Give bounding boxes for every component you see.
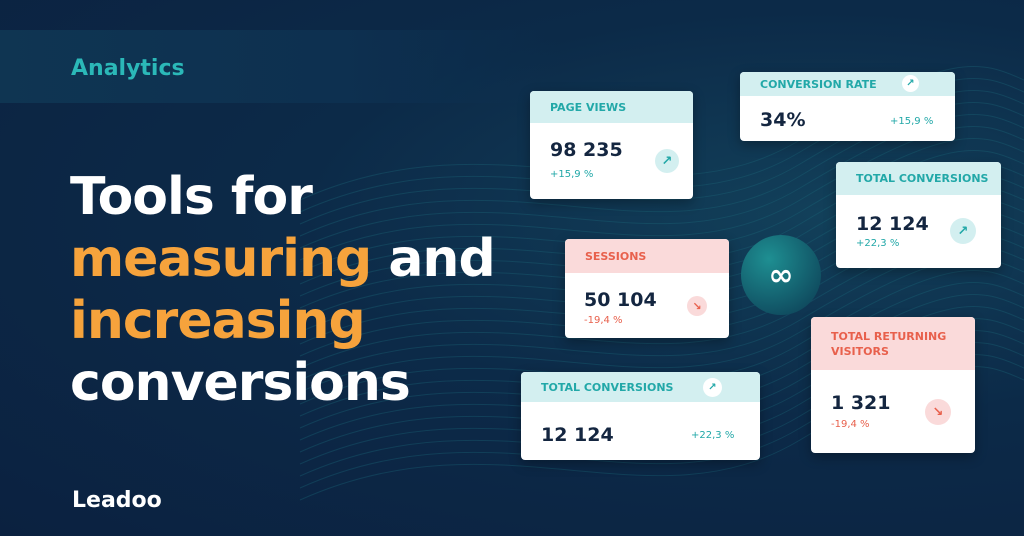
arrow-up-right-icon: ↗ <box>950 218 976 244</box>
wave-line <box>299 77 1024 213</box>
card-value: 98 235 <box>550 139 623 161</box>
card-title: TOTAL CONVERSIONS <box>836 162 1001 195</box>
arrow-up-right-icon: ↗ <box>655 149 679 173</box>
card-change: -19,4 % <box>584 315 623 326</box>
arrow-up-right-icon: ↗ <box>703 378 722 397</box>
card-value: 50 104 <box>584 289 657 311</box>
card-change: +15,9 % <box>550 169 594 180</box>
card-header: CONVERSION RATE ↗ <box>740 72 955 96</box>
card-change: +15,9 % <box>890 116 934 127</box>
leadoo-logo: Leadoo <box>72 488 162 513</box>
card-title: TOTAL RETURNING VISITORS <box>811 317 975 370</box>
headline-line-1: Tools for <box>70 167 313 227</box>
card-change: +22,3 % <box>691 430 735 441</box>
card-value: 1 321 <box>831 392 891 414</box>
wave-line <box>299 65 1024 201</box>
card-change: +22,3 % <box>856 238 900 249</box>
card-sessions: SESSIONS 50 104 -19,4 % ↘ <box>565 239 729 338</box>
card-total-conversions-bottom: TOTAL CONVERSIONS ↗ 12 124 +22,3 % <box>521 372 760 460</box>
card-title: TOTAL CONVERSIONS <box>541 380 674 394</box>
headline-and: and <box>371 229 495 289</box>
wave-line <box>299 125 1024 261</box>
wave-line <box>299 89 1024 225</box>
headline-accent-measuring: measuring <box>70 229 372 289</box>
wave-line <box>299 137 1024 273</box>
card-value: 34% <box>760 109 806 131</box>
category-tag: Analytics <box>71 56 185 81</box>
card-conversion-rate: CONVERSION RATE ↗ 34% +15,9 % <box>740 72 955 141</box>
card-page-views: PAGE VIEWS 98 235 +15,9 % ↗ <box>530 91 693 199</box>
headline-accent-increasing: increasing <box>70 291 366 351</box>
card-value: 12 124 <box>541 424 614 446</box>
tag-band <box>0 30 560 103</box>
arrow-down-right-icon: ↘ <box>687 296 707 316</box>
headline: Tools for measuring and increasing conve… <box>70 166 496 414</box>
arrow-down-right-icon: ↘ <box>925 399 951 425</box>
card-header: TOTAL CONVERSIONS ↗ <box>521 372 760 402</box>
card-value: 12 124 <box>856 213 929 235</box>
card-title: CONVERSION RATE <box>760 77 877 91</box>
arrow-up-right-icon: ↗ <box>902 75 919 92</box>
headline-line-4: conversions <box>70 353 411 413</box>
wave-line <box>299 269 1024 405</box>
wave-line <box>299 149 1024 285</box>
card-change: -19,4 % <box>831 419 870 430</box>
card-title: SESSIONS <box>565 239 729 273</box>
wave-line <box>299 101 1024 237</box>
card-total-conversions-right: TOTAL CONVERSIONS 12 124 +22,3 % ↗ <box>836 162 1001 268</box>
infinity-logo-icon: ∞ <box>741 235 821 315</box>
wave-line <box>299 113 1024 249</box>
card-title: PAGE VIEWS <box>530 91 693 123</box>
card-total-returning-visitors: TOTAL RETURNING VISITORS 1 321 -19,4 % ↘ <box>811 317 975 453</box>
